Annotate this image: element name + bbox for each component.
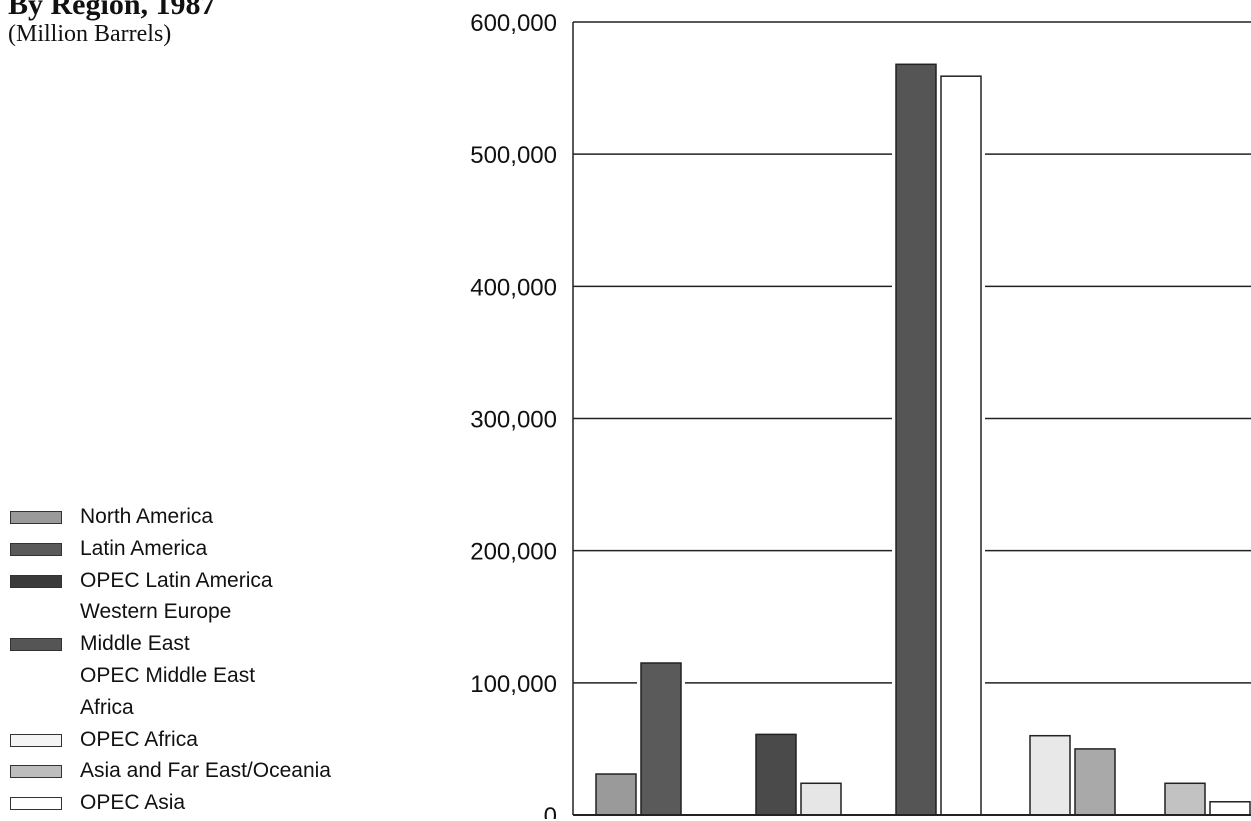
bar-opec-latin-america xyxy=(755,733,797,816)
bar-africa xyxy=(1029,734,1071,816)
y-tick-label-0: 0 xyxy=(544,803,557,819)
bar-opec-middle-east xyxy=(940,75,982,816)
legend-label-opec-asia: OPEC Asia xyxy=(80,791,186,815)
legend-swatch-north-america xyxy=(10,511,62,524)
legend-label-middle-east: Middle East xyxy=(80,632,190,656)
y-tick-label-2: 200,000 xyxy=(470,539,557,566)
legend-swatch-asia-far-east-oceania xyxy=(10,765,62,779)
bar-opec-africa xyxy=(1074,748,1116,816)
bar-latin-america xyxy=(640,662,682,816)
legend-label-latin-america: Latin America xyxy=(80,536,208,560)
legend-swatch-opec-africa xyxy=(10,733,62,747)
legend-label-asia-far-east-oceania: Asia and Far East/Oceania xyxy=(80,759,331,783)
legend-label-opec-africa: OPEC Africa xyxy=(80,727,198,751)
legend-swatch-opec-latin-america xyxy=(10,574,62,588)
y-tick-label-4: 400,000 xyxy=(470,274,557,301)
legend-swatch-middle-east xyxy=(10,638,62,652)
legend-swatch-latin-america xyxy=(10,542,62,556)
chart-title: By Region, 1987 xyxy=(8,0,216,21)
chart-subtitle: (Million Barrels) xyxy=(8,21,172,47)
legend-label-north-america: North America xyxy=(80,505,214,528)
legend-label-opec-latin-america: OPEC Latin America xyxy=(80,568,273,592)
legend-label-africa: Africa xyxy=(80,695,134,719)
bars xyxy=(592,63,1251,816)
legend-label-western-europe: Western Europe xyxy=(80,600,232,624)
y-tick-label-1: 100,000 xyxy=(470,671,557,698)
y-tick-label-6: 600,000 xyxy=(470,10,557,37)
y-tick-label-3: 300,000 xyxy=(470,407,557,434)
y-axis-tick-labels: 0 100,000 200,000 300,000 400,000 500,000 600,… xyxy=(470,10,557,819)
legend-label-opec-middle-east: OPEC Middle East xyxy=(80,663,256,687)
bar-north-america xyxy=(595,773,637,816)
bar-middle-east xyxy=(895,63,937,816)
bar-asia-and-far-east-oceania xyxy=(1164,782,1206,816)
bar-western-europe xyxy=(800,782,842,816)
bar-opec-asia xyxy=(1209,801,1251,816)
legend-swatch-opec-asia xyxy=(10,797,62,811)
y-tick-label-5: 500,000 xyxy=(470,142,557,169)
